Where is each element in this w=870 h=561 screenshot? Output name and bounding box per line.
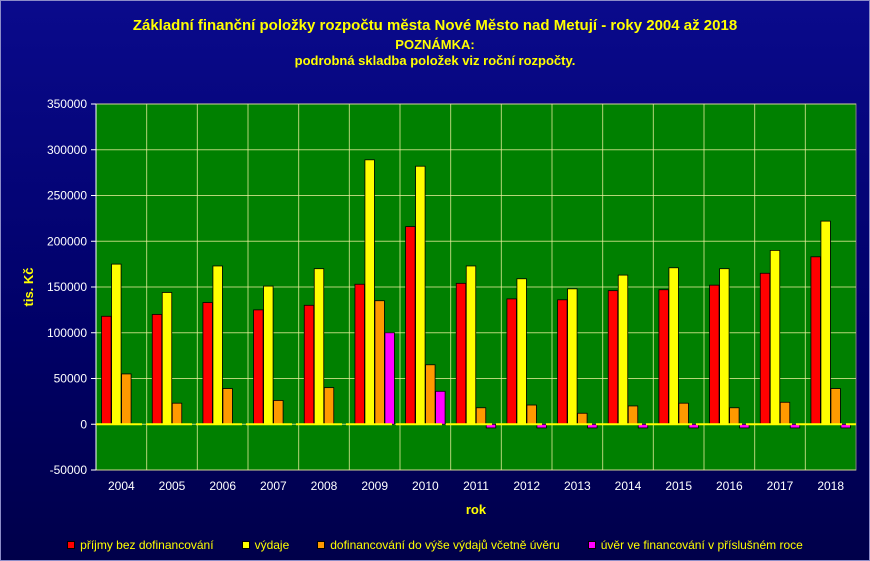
bar-2010-series-3 [425,364,436,425]
y-axis-title: tis. Kč [21,267,36,306]
bar-2010-series-4 [435,390,446,425]
bar-2005-series-3 [171,402,183,425]
x-tick-label: 2006 [209,479,236,493]
x-tick-label: 2015 [665,479,692,493]
bar-2009-series-3 [374,300,385,425]
bar-2011-series-3 [475,407,487,425]
x-tick-label: 2017 [767,479,794,493]
legend-item: příjmy bez dofinancování [67,536,214,554]
bar-2016-series-4 [739,423,750,429]
bar-2006-series-3 [222,388,233,425]
y-tick-label: 300000 [47,143,87,157]
bar-2011-series-1 [455,282,467,425]
x-axis-title: rok [466,502,487,517]
bar-2008-series-1 [303,304,315,425]
legend-label: příjmy bez dofinancování [80,538,214,552]
bar-2005-series-1 [151,314,163,425]
bar-2017-series-3 [779,401,791,425]
chart-note-text: podrobná skladba položek viz roční rozpo… [294,53,576,68]
legend-item: dofinancování do výše výdajů včetně úvěr… [317,536,560,554]
bar-2010-series-2 [415,165,426,425]
bar-2010-series-1 [405,226,416,425]
bar-2013-series-1 [557,299,568,425]
bar-2009-series-2 [364,159,375,425]
y-tick-label: 50000 [54,372,88,386]
x-tick-label: 2018 [817,479,844,493]
legend-swatch [317,541,326,549]
x-tick-label: 2011 [463,479,489,493]
bar-2014-series-2 [617,274,629,425]
bar-2009-series-4 [384,332,395,425]
y-tick-label: 100000 [47,326,87,340]
x-tick-label: 2004 [108,479,135,493]
bar-2017-series-1 [759,272,771,425]
bar-2004-series-3 [121,373,132,425]
bar-2017-series-4 [789,423,801,429]
bar-2014-series-3 [627,405,639,425]
y-tick-label: 200000 [47,234,87,248]
bar-2007-series-3 [273,400,284,425]
bar-2016-series-1 [709,284,720,425]
y-tick-label: 350000 [47,97,87,111]
bar-2006-series-1 [202,302,213,425]
bar-2011-series-2 [465,265,477,425]
bar-2015-series-2 [668,267,679,425]
bar-2012-series-3 [526,404,537,425]
bar-2006-series-2 [212,265,223,425]
bar-2018-series-3 [830,388,841,425]
bar-2015-series-3 [678,402,689,425]
y-tick-label: 150000 [47,280,87,294]
legend-label: úvěr ve financování v příslušném roce [600,538,803,552]
legend-swatch [67,541,76,549]
chart-title: Základní finanční položky rozpočtu města… [132,17,738,34]
bar-2014-series-1 [607,290,619,425]
bar-chart: -50000 0 50000 100000 150000 200000 250000 3000… [21,97,857,517]
bar-2015-series-1 [658,289,669,425]
chart-note-label: POZNÁMKA: [395,37,475,52]
y-tick-label: 0 [80,417,87,431]
bar-2007-series-1 [253,309,264,425]
legend: příjmy bez dofinancování výdaje dofinancov… [0,536,870,554]
legend-item: výdaje [241,536,290,554]
x-tick-label: 2010 [412,479,439,493]
bar-2012-series-2 [516,278,527,425]
x-tick-label: 2013 [564,479,591,493]
bar-2009-series-1 [354,283,365,425]
bar-2012-series-1 [506,298,517,425]
bar-2016-series-2 [719,268,730,425]
y-tick-label: -50000 [50,463,88,477]
x-tick-label: 2009 [361,479,388,493]
bar-2018-series-2 [820,220,831,425]
legend-label: dofinancování do výše výdajů včetně úvěr… [330,538,560,552]
legend-swatch [241,541,250,549]
bar-2007-series-2 [263,285,274,425]
bar-2013-series-2 [567,288,578,425]
x-tick-label: 2012 [513,479,540,493]
y-tick-label: 250000 [47,189,87,203]
bar-2008-series-2 [313,268,325,425]
legend-swatch [587,541,596,549]
bar-2004-series-1 [101,315,112,425]
legend-label: výdaje [254,538,290,552]
x-tick-label: 2005 [159,479,186,493]
bar-2014-series-4 [637,423,649,429]
bar-2004-series-2 [111,263,122,425]
bar-2016-series-3 [729,407,740,425]
x-tick-label: 2007 [260,479,287,493]
bar-2018-series-4 [840,423,851,429]
bar-2015-series-4 [688,423,699,429]
bar-2013-series-3 [577,412,588,425]
x-tick-label: 2008 [311,479,338,493]
x-tick-label: 2016 [716,479,743,493]
bar-2013-series-4 [587,423,598,429]
legend-item: úvěr ve financování v příslušném roce [587,536,803,554]
bar-2017-series-2 [769,249,781,425]
x-tick-label: 2014 [615,479,642,493]
bar-2018-series-1 [810,256,821,425]
bar-2008-series-3 [323,387,335,425]
bar-2005-series-2 [161,292,173,425]
